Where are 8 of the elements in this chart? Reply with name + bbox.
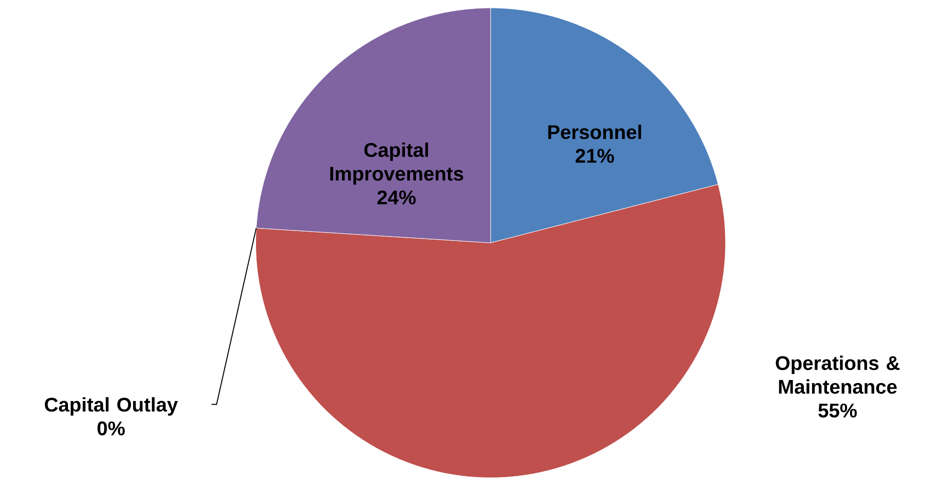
text: 0% bbox=[98, 422, 125, 436]
slice-label: Personnel bbox=[548, 124, 642, 140]
slice-label: Capital Improvements bbox=[330, 142, 464, 185]
data-label: 24% bbox=[377, 190, 416, 205]
data-label: 55% bbox=[818, 404, 857, 418]
category-label: Capital Outlay bbox=[44, 397, 178, 416]
slice-label: Operations & Maintenance bbox=[776, 356, 900, 394]
data-label: 21% bbox=[576, 148, 614, 163]
